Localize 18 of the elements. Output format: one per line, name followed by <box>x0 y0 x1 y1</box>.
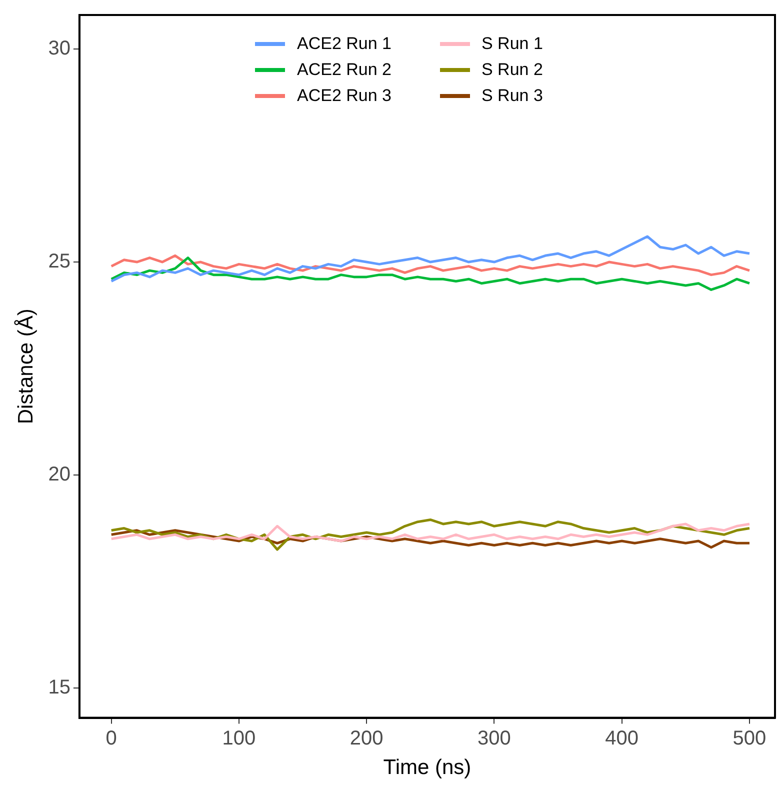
y-axis-title: Distance (Å) <box>13 308 38 424</box>
x-axis-title: Time (ns) <box>383 756 472 780</box>
legend-label: ACE2 Run 3 <box>297 86 392 106</box>
y-tick-label: 15 <box>48 676 70 698</box>
y-tick-label: 25 <box>48 250 70 273</box>
x-tick-label: 100 <box>222 727 256 750</box>
legend-label: S Run 1 <box>482 34 543 54</box>
legend-label: S Run 3 <box>482 86 543 106</box>
legend-label: ACE2 Run 2 <box>297 60 392 80</box>
x-tick-label: 200 <box>350 727 384 750</box>
legend-label: ACE2 Run 1 <box>297 34 392 54</box>
x-tick-label: 500 <box>732 727 766 750</box>
y-tick-label: 20 <box>48 464 70 486</box>
legend-label: S Run 2 <box>482 60 543 80</box>
y-tick-label: 30 <box>48 38 70 60</box>
x-tick-label: 400 <box>605 727 639 750</box>
x-tick-label: 0 <box>106 727 117 750</box>
x-tick-label: 300 <box>478 727 511 750</box>
